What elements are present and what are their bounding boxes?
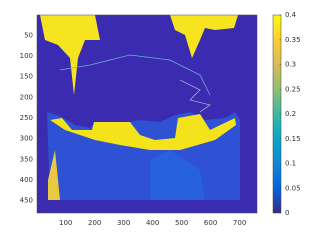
y-tick-label: 100: [20, 52, 33, 60]
x-tick-label: 400: [146, 219, 159, 227]
y-tick-label: 400: [20, 176, 33, 184]
heatmap-image: [37, 15, 257, 213]
colorbar-tick-label: 0.4: [285, 11, 297, 19]
y-tick-label: 250: [20, 114, 33, 122]
x-tick-label: 200: [88, 219, 101, 227]
y-tick-label: 450: [20, 197, 33, 205]
colorbar-tick-label: 0: [285, 209, 289, 217]
y-tick-label: 350: [20, 155, 33, 163]
y-tick-label: 300: [20, 135, 33, 143]
y-tick-label: 200: [20, 93, 33, 101]
y-tick-label: 50: [24, 31, 33, 39]
axes-box: [36, 14, 258, 214]
x-tick-label: 700: [233, 219, 246, 227]
colorbar-tick-label: 0.2: [285, 110, 296, 118]
colorbar-tick-label: 0.1: [285, 160, 296, 168]
x-tick-label: 100: [59, 219, 72, 227]
colorbar-tick-label: 0.25: [285, 85, 301, 93]
x-tick-label: 300: [117, 219, 130, 227]
colorbar-tick-label: 0.3: [285, 61, 296, 69]
colorbar-tick-label: 0.35: [285, 36, 301, 44]
x-tick-label: 500: [175, 219, 188, 227]
colorbar-tick-label: 0.05: [285, 184, 301, 192]
x-tick-label: 600: [204, 219, 217, 227]
y-tick-label: 150: [20, 73, 33, 81]
colorbar-tick-label: 0.15: [285, 135, 301, 143]
